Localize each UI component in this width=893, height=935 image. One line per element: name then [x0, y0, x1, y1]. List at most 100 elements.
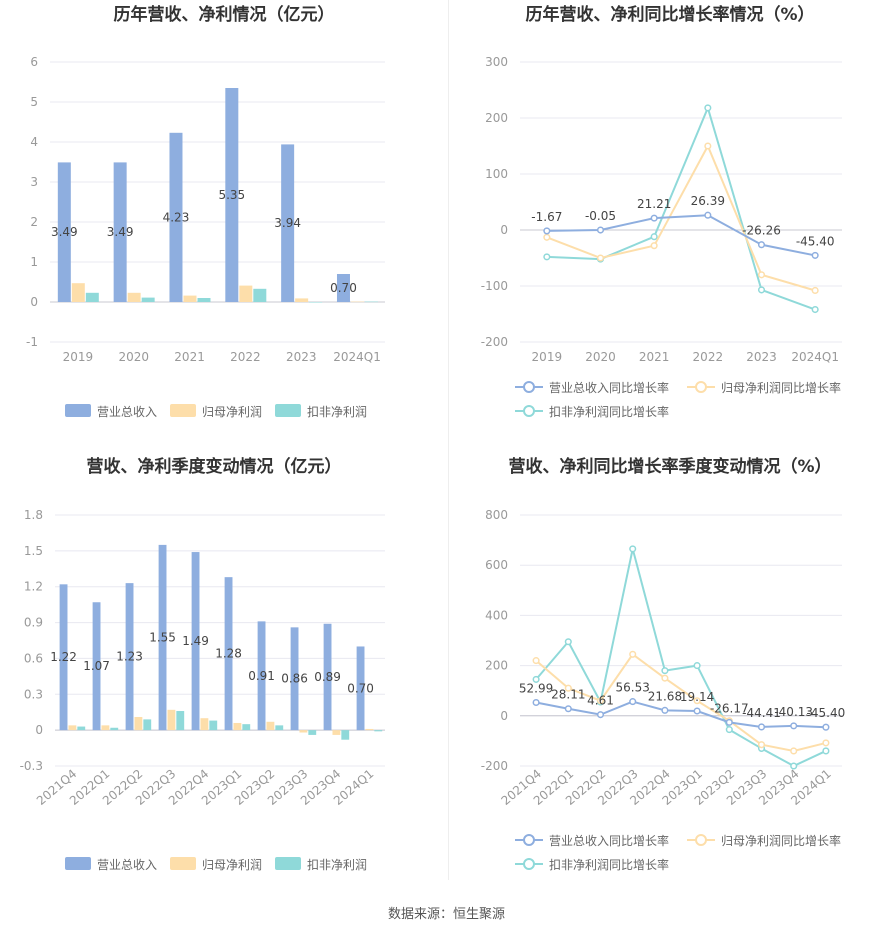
- series-point: [725, 718, 733, 726]
- bar-value-label: 3.94: [274, 216, 301, 230]
- bar-deducted-profit: [374, 730, 383, 732]
- legend-label: 营业总收入: [97, 405, 157, 419]
- series-point: [629, 545, 637, 553]
- x-tick-label: 2022: [230, 350, 261, 364]
- series-point: [532, 657, 540, 665]
- legend-item: 归母净利润: [170, 857, 262, 872]
- bar-revenue: [57, 162, 71, 302]
- bar-deducted-profit: [85, 292, 99, 302]
- y-tick-label: 100: [485, 167, 508, 181]
- series-point: [725, 726, 733, 734]
- line-value-label: 56.53: [616, 681, 650, 695]
- bar-parent-profit: [365, 728, 374, 731]
- bar-deducted-profit: [110, 727, 119, 731]
- line-value-label: -45.40: [796, 234, 835, 248]
- x-tick-label: 2021: [174, 350, 205, 364]
- series-point: [757, 286, 766, 294]
- y-tick-label: 2: [30, 215, 38, 229]
- bar-revenue: [169, 132, 183, 302]
- bar-deducted-profit: [77, 726, 86, 731]
- legend-label: 营业总收入同比增长率: [549, 380, 669, 395]
- bar-revenue: [225, 88, 239, 302]
- series-point: [596, 697, 605, 705]
- bar-deducted-profit: [341, 730, 350, 740]
- series-point: [704, 104, 712, 112]
- series-point: [693, 707, 701, 715]
- y-tick-label: 0.9: [24, 616, 43, 630]
- bar-value-label: 1.49: [182, 634, 209, 648]
- bar-parent-profit: [127, 292, 141, 302]
- series-point: [650, 233, 658, 241]
- series-line-0: [535, 700, 826, 729]
- bar-parent-profit: [68, 725, 77, 731]
- legend-item: 扣非净利润: [275, 857, 367, 872]
- y-tick-label: 200: [485, 111, 508, 125]
- legend-label: 归母净利润: [202, 405, 262, 419]
- bar-value-label: 4.23: [163, 210, 190, 224]
- series-point: [596, 226, 605, 234]
- series-point: [564, 638, 572, 646]
- bar-deducted-profit: [242, 724, 251, 731]
- legend-marker: [523, 405, 535, 417]
- bar-value-label: 1.23: [116, 650, 143, 664]
- series-point: [790, 762, 798, 770]
- chart-title: 营收、净利同比增长率季度变动情况（%）: [508, 456, 831, 477]
- series-point: [629, 698, 637, 706]
- legend-item: 扣非净利润: [275, 404, 367, 419]
- panel-divider: [448, 0, 449, 880]
- series-point: [532, 698, 540, 707]
- chart-quarterly_growth: 营收、净利同比增长率季度变动情况（%）8006004002000-2002021…: [481, 456, 845, 872]
- bar-deducted-profit: [143, 719, 152, 731]
- series-point: [693, 697, 701, 705]
- bar-revenue: [356, 646, 365, 731]
- bar-parent-profit: [101, 725, 110, 731]
- bar-deducted-profit: [141, 297, 155, 302]
- y-tick-label: -1: [26, 335, 38, 349]
- series-point: [811, 251, 819, 259]
- bar-value-label: 1.55: [149, 631, 176, 645]
- bar-parent-profit: [350, 301, 364, 303]
- legend-marker: [523, 381, 535, 393]
- bar-revenue: [92, 602, 101, 731]
- series-point: [564, 705, 572, 713]
- bar-parent-profit: [332, 730, 341, 735]
- legend-swatch: [275, 857, 301, 870]
- y-tick-label: 3: [30, 175, 38, 189]
- y-tick-label: 1.8: [24, 508, 43, 522]
- x-tick-label: 2024Q1: [791, 350, 839, 364]
- series-point: [650, 214, 658, 222]
- legend-swatch: [275, 404, 301, 417]
- bar-value-label: 1.22: [50, 650, 77, 664]
- legend-marker: [523, 834, 535, 846]
- legend-marker: [695, 381, 707, 393]
- chart-annual_growth: 历年营收、净利同比增长率情况（%） 300 200 100 0 -100 -200 2019 2…: [481, 4, 842, 419]
- series-point: [596, 254, 605, 262]
- line-value-label: 21.21: [637, 197, 671, 211]
- legend-swatch: [170, 857, 196, 870]
- legend-swatch: [170, 404, 196, 417]
- bar-parent-profit: [233, 722, 242, 731]
- line-value-label: -26.26: [742, 224, 781, 238]
- series-point: [532, 675, 540, 683]
- series-point: [629, 650, 637, 658]
- line-value-label: -26.17: [710, 701, 749, 715]
- legend-item: 营业总收入: [65, 857, 157, 872]
- bar-value-label: 0.89: [314, 670, 341, 684]
- bar-parent-profit: [71, 283, 85, 302]
- x-tick-label: 2019: [63, 350, 94, 364]
- bar-revenue: [323, 623, 332, 731]
- legend-item: 归母净利润: [170, 404, 262, 419]
- y-tick-label: 0: [30, 295, 38, 309]
- line-value-label: -40.13: [774, 705, 813, 719]
- line-value-label: 4.61: [587, 694, 614, 708]
- bar-revenue: [290, 627, 299, 731]
- y-tick-label: 1.5: [24, 544, 43, 558]
- bar-value-label: 3.49: [107, 225, 134, 239]
- bar-revenue: [191, 552, 200, 731]
- bar-value-label: 1.07: [83, 659, 110, 673]
- series-point: [693, 662, 701, 670]
- bar-deducted-profit: [176, 711, 185, 731]
- bar-value-label: 0.86: [281, 672, 308, 686]
- legend-marker: [695, 834, 707, 846]
- chart-title: 营收、净利季度变动情况（亿元）: [87, 456, 342, 477]
